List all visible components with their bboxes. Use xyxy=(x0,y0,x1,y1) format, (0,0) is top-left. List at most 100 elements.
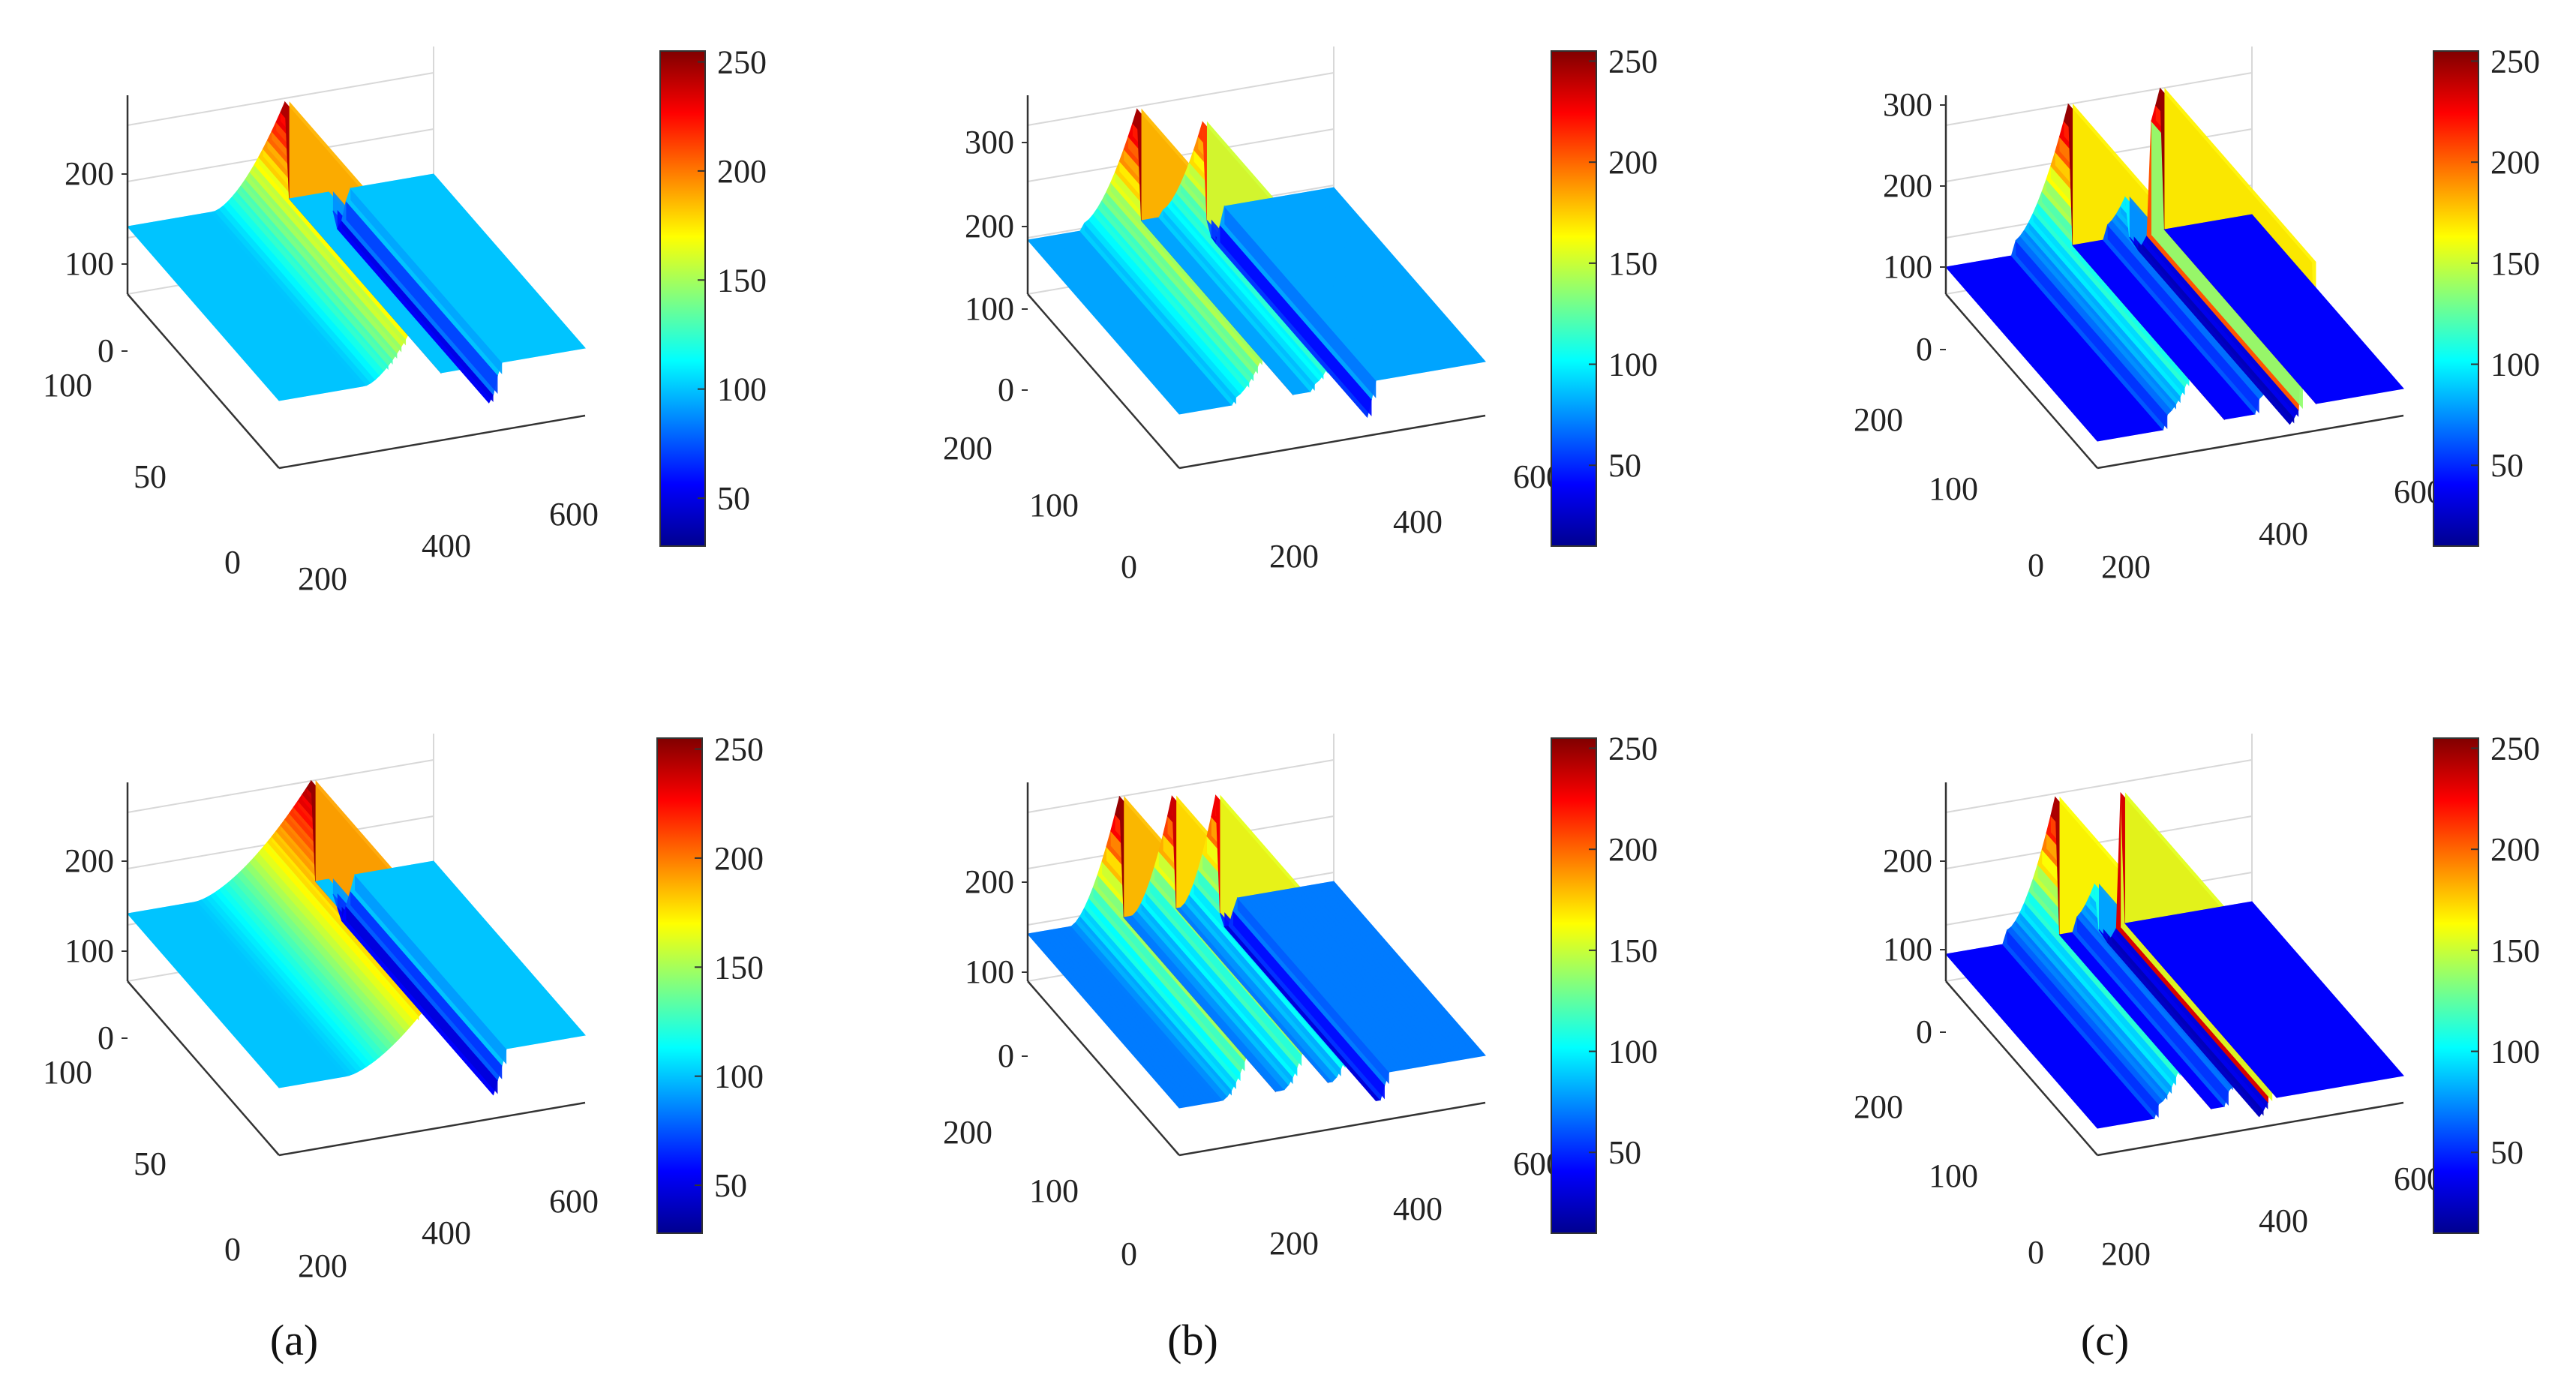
grid-line xyxy=(1027,72,1335,126)
colorbar xyxy=(1551,50,1597,547)
z-tick-label: 200 xyxy=(65,842,114,879)
surface-wall xyxy=(245,179,398,359)
z-tick-label: 300 xyxy=(1883,86,1932,123)
y-tick-label: 0 xyxy=(1121,548,1137,585)
axes xyxy=(1944,782,2404,1157)
colorbar-tick-label: 150 xyxy=(1608,932,1658,969)
grid-line xyxy=(1945,72,2253,126)
colorbar-tick-label: 250 xyxy=(2490,730,2540,767)
surface-wall xyxy=(341,220,494,402)
surface xyxy=(127,779,586,1096)
surface-wall xyxy=(1079,916,1232,1096)
y-tick-label: 100 xyxy=(1029,1172,1079,1209)
y-tick-label: 50 xyxy=(134,458,167,495)
y-tick-label: 100 xyxy=(1929,1157,1978,1194)
z-tick-label: 0 xyxy=(998,1037,1014,1074)
surface-wall xyxy=(350,188,503,374)
surface-wall xyxy=(346,905,498,1094)
colorbar-tick-label: 250 xyxy=(2490,43,2540,80)
colorbar xyxy=(2433,50,2479,547)
axes xyxy=(126,95,586,470)
surface-wall xyxy=(2033,212,2185,395)
surface-wall xyxy=(1145,893,1298,1076)
x-axis-line xyxy=(2097,414,2404,470)
grid-line xyxy=(127,759,434,813)
z-tick-label: 0 xyxy=(98,332,114,369)
colorbar-tick-label: 150 xyxy=(1608,245,1658,282)
surface-wall xyxy=(1163,209,1315,391)
surface-wall xyxy=(254,164,407,346)
surface-wall xyxy=(1084,223,1236,404)
surface xyxy=(1027,794,1486,1109)
surface-wall xyxy=(2024,902,2176,1086)
surface-wall xyxy=(2147,236,2299,417)
surface-wall xyxy=(1141,902,1293,1085)
surface xyxy=(1945,792,2404,1129)
x-tick-label: 400 xyxy=(1393,503,1443,540)
x-tick-label: 400 xyxy=(422,527,471,564)
surface-wall xyxy=(2020,912,2172,1094)
colorbar xyxy=(1551,737,1597,1234)
colorbar xyxy=(656,737,703,1234)
colorbar-tick-label: 200 xyxy=(2490,831,2540,868)
axes xyxy=(1026,95,1486,470)
surface-wall xyxy=(2076,917,2229,1106)
z-tick-label: 200 xyxy=(1883,842,1932,879)
z-tick-label: 100 xyxy=(65,932,114,969)
x-axis-line xyxy=(278,414,586,470)
x-tick-label: 600 xyxy=(549,1183,599,1220)
y-tick-label: 100 xyxy=(1029,487,1079,524)
x-tick-label: 200 xyxy=(2101,548,2151,585)
surface-wall xyxy=(236,191,389,371)
colorbar-tick-label: 200 xyxy=(2490,144,2540,181)
surface-strip xyxy=(1329,881,1486,1057)
colorbar-tick-label: 50 xyxy=(714,1167,747,1204)
surface-strip xyxy=(428,173,586,350)
surface-wall xyxy=(1088,898,1241,1082)
z-tick-label: 100 xyxy=(1883,931,1932,968)
surface-wall xyxy=(1084,908,1236,1090)
surface-wall xyxy=(1150,881,1302,1067)
colorbar-tick-label: 50 xyxy=(2490,447,2523,484)
x-tick-label: 200 xyxy=(298,560,347,597)
colorbar xyxy=(659,50,706,547)
y-axis-line xyxy=(1027,293,1180,469)
y-axis-line xyxy=(1027,980,1180,1156)
x-axis-line xyxy=(1178,414,1486,470)
y-tick-label: 100 xyxy=(43,1054,92,1091)
colorbar-tick-label: 200 xyxy=(717,153,767,190)
z-tick-label: 200 xyxy=(965,208,1014,245)
x-axis-line xyxy=(278,1101,586,1157)
colorbar-tick-label: 100 xyxy=(2490,1034,2540,1070)
colorbar-tick-label: 250 xyxy=(1608,730,1658,767)
colorbar-tick-label: 50 xyxy=(1608,447,1641,484)
y-tick-label: 0 xyxy=(224,1231,241,1268)
surface-strip xyxy=(2247,901,2404,1077)
z-tick-label: 100 xyxy=(965,290,1014,327)
axes xyxy=(126,782,586,1157)
x-axis-line xyxy=(2097,1101,2404,1157)
colorbar xyxy=(2433,737,2479,1234)
colorbar-tick-label: 150 xyxy=(714,949,764,986)
colorbar-tick-label: 250 xyxy=(717,44,767,81)
surface-wall xyxy=(350,890,503,1079)
y-tick-label: 200 xyxy=(943,1114,992,1151)
z-tick-label: 300 xyxy=(965,124,1014,161)
z-tick-label: 0 xyxy=(98,1019,114,1056)
x-tick-label: 200 xyxy=(298,1247,347,1284)
caption-b: (b) xyxy=(1167,1316,1218,1364)
surface-wall xyxy=(2142,243,2295,424)
colorbar-tick-label: 100 xyxy=(1608,1034,1658,1070)
y-tick-label: 200 xyxy=(1854,1088,1903,1125)
y-tick-label: 200 xyxy=(943,430,992,467)
surface-wall xyxy=(250,172,402,353)
surface-wall xyxy=(1106,191,1258,374)
surface-wall xyxy=(2007,930,2159,1118)
y-axis-line xyxy=(127,980,280,1156)
